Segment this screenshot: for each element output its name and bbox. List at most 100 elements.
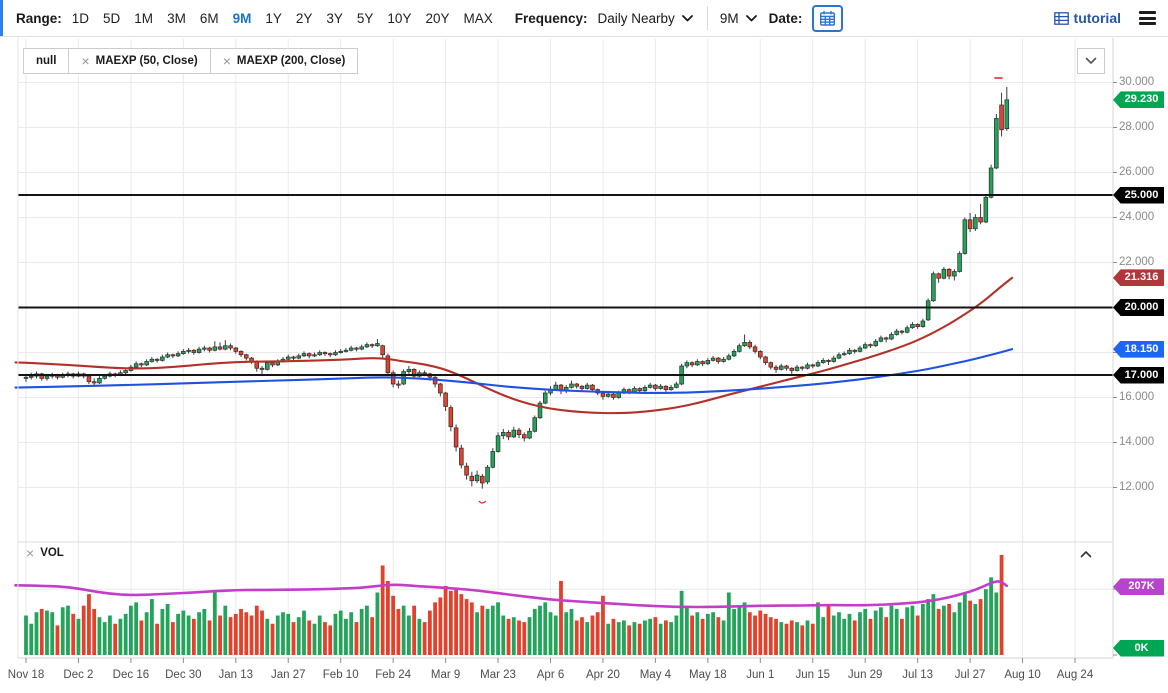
range-option-3y[interactable]: 3Y xyxy=(326,10,343,26)
volume-bar xyxy=(831,615,836,655)
volume-bar xyxy=(962,594,967,655)
volume-bar xyxy=(648,618,653,655)
chart-canvas[interactable] xyxy=(0,37,1168,693)
candle-body xyxy=(611,393,616,398)
candle-body xyxy=(369,344,375,347)
candle-body xyxy=(123,370,128,374)
close-icon[interactable]: × xyxy=(26,545,35,561)
legend-item-label: null xyxy=(36,55,57,67)
y-axis-label: 12.000 xyxy=(1119,480,1155,493)
candle-body xyxy=(501,432,506,437)
volume-legend[interactable]: × VOL xyxy=(26,546,64,560)
volume-bar xyxy=(816,602,820,655)
volume-bar xyxy=(653,617,658,655)
date-picker-button[interactable] xyxy=(812,4,844,32)
menu-button[interactable] xyxy=(1137,9,1158,27)
candle-body xyxy=(789,367,795,371)
range-option-1m[interactable]: 1M xyxy=(134,10,154,26)
chevron-down-icon xyxy=(681,14,693,21)
candle-body xyxy=(233,347,239,352)
legend-item-2[interactable]: × MAEXP (200, Close) xyxy=(209,48,359,74)
volume-bar xyxy=(97,617,102,655)
volume-bar xyxy=(548,612,553,655)
range-option-6m[interactable]: 6M xyxy=(199,10,219,26)
range-option-5y[interactable]: 5Y xyxy=(356,10,374,26)
range-option-3m[interactable]: 3M xyxy=(167,10,186,26)
volume-bar xyxy=(427,610,432,655)
candle-body xyxy=(102,375,107,379)
volume-bar xyxy=(485,608,490,655)
tutorial-link[interactable]: tutorial xyxy=(1053,10,1121,26)
volume-bar xyxy=(795,622,799,655)
interval-value: 9M xyxy=(719,10,739,26)
tutorial-label: tutorial xyxy=(1073,10,1121,26)
candle-body xyxy=(700,361,705,365)
candle-body xyxy=(569,383,574,388)
volume-bar xyxy=(108,615,112,655)
range-option-9m[interactable]: 9M xyxy=(232,10,252,26)
volume-bar xyxy=(941,605,946,655)
volume-bar xyxy=(931,594,936,655)
frequency-value: Daily Nearby xyxy=(597,10,675,26)
volume-bar xyxy=(852,620,857,655)
toolbar: Range: 1D 5D 1M 3M 6M 9M 1Y 2Y 3Y 5Y 10Y 20Y MAX Fre… xyxy=(0,0,1168,37)
candle-body xyxy=(637,388,642,392)
hline-20-badge: 20.000 xyxy=(1113,299,1164,316)
candle-body xyxy=(296,355,301,359)
volume-bar xyxy=(380,565,385,655)
legend-item-0[interactable]: null xyxy=(23,48,70,74)
candle-body xyxy=(228,345,233,349)
volume-bar xyxy=(716,617,721,655)
x-axis-label: May 18 xyxy=(688,669,727,681)
close-icon[interactable]: × xyxy=(81,53,90,69)
candle-body xyxy=(86,375,92,383)
volume-bar xyxy=(522,622,527,655)
legend-item-label: MAEXP (200, Close) xyxy=(236,55,346,67)
range-option-2y[interactable]: 2Y xyxy=(295,10,313,26)
volume-bar xyxy=(307,620,312,655)
frequency-dropdown[interactable]: Daily Nearby xyxy=(598,11,693,26)
candle-body xyxy=(915,324,920,327)
chevron-up-icon xyxy=(1080,551,1092,558)
legend-item-1[interactable]: × MAEXP (50, Close) xyxy=(68,48,211,74)
x-axis-label: Feb 10 xyxy=(322,669,359,681)
volume-bar xyxy=(779,622,784,655)
range-option-max[interactable]: MAX xyxy=(463,10,493,26)
candle-body xyxy=(385,355,391,374)
range-option-1y[interactable]: 1Y xyxy=(265,10,282,26)
volume-bar xyxy=(721,620,726,655)
volume-bar xyxy=(989,577,993,655)
candle-body xyxy=(983,196,989,223)
volume-bar xyxy=(275,615,280,655)
candle-body xyxy=(474,474,480,482)
volume-bar xyxy=(406,615,411,655)
volume-bar xyxy=(76,618,81,655)
candle-body xyxy=(626,389,632,393)
candle-body xyxy=(438,383,443,394)
range-option-10y[interactable]: 10Y xyxy=(387,10,412,26)
range-option-1d[interactable]: 1D xyxy=(71,10,90,26)
candle-body xyxy=(522,434,527,439)
candle-body xyxy=(936,273,941,279)
volume-panel-collapse-button[interactable] xyxy=(1080,546,1092,561)
x-axis-label: Jul 27 xyxy=(954,669,986,681)
price-panel-collapse-button[interactable] xyxy=(1077,48,1105,74)
candle-body xyxy=(181,351,186,354)
volume-bar xyxy=(968,600,972,655)
volume-bar xyxy=(559,580,563,655)
candle-body xyxy=(668,387,674,390)
candle-body xyxy=(317,352,322,356)
range-option-20y[interactable]: 20Y xyxy=(425,10,450,26)
interval-dropdown[interactable]: 9M xyxy=(720,11,757,26)
y-axis-label: 26.000 xyxy=(1119,165,1155,178)
close-icon[interactable]: × xyxy=(222,53,231,69)
volume-bar xyxy=(627,625,632,655)
candle-body xyxy=(469,475,475,482)
volume-bar xyxy=(417,618,422,655)
volume-bar xyxy=(947,604,952,655)
range-option-5d[interactable]: 5D xyxy=(103,10,121,26)
candle-body xyxy=(904,327,910,333)
candle-body xyxy=(364,344,370,348)
x-axis-label: May 4 xyxy=(639,669,672,681)
candle-body xyxy=(841,353,847,356)
